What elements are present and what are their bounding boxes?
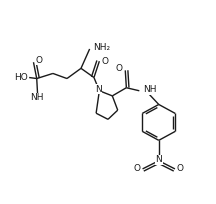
Text: N: N bbox=[155, 155, 162, 164]
Text: O: O bbox=[116, 64, 123, 73]
Text: O: O bbox=[102, 57, 109, 66]
Text: O: O bbox=[134, 164, 141, 173]
Text: NH: NH bbox=[30, 93, 43, 102]
Text: NH: NH bbox=[143, 85, 157, 94]
Text: N: N bbox=[95, 85, 102, 94]
Text: NH₂: NH₂ bbox=[93, 43, 110, 52]
Text: O: O bbox=[36, 56, 43, 65]
Text: HO: HO bbox=[14, 73, 27, 82]
Text: O: O bbox=[177, 164, 184, 173]
